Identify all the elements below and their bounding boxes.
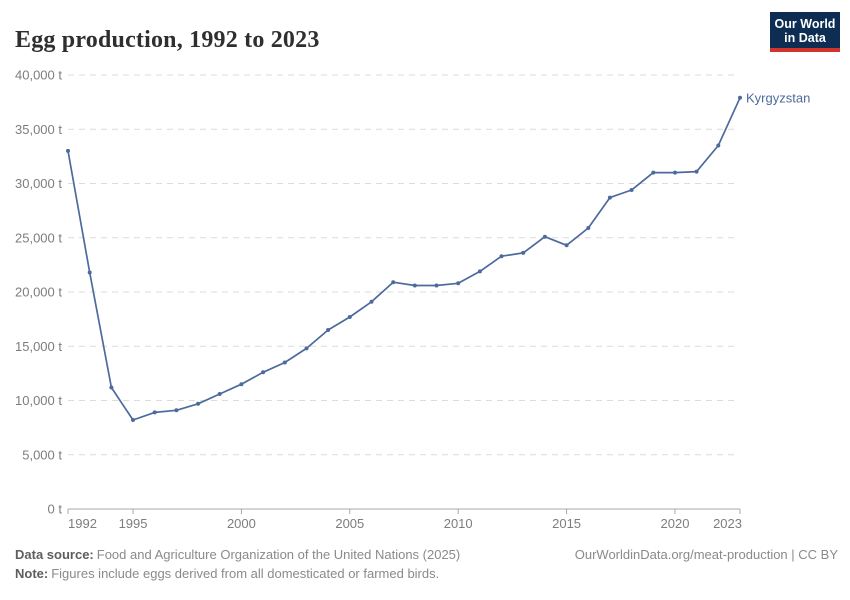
x-tick-label: 2020 <box>661 516 690 531</box>
note-label: Note: <box>15 566 49 581</box>
note-line: Note: Figures include eggs derived from a… <box>15 565 838 582</box>
data-point-2006[interactable] <box>369 299 374 304</box>
page-title: Egg production, 1992 to 2023 <box>15 27 320 54</box>
data-point-2014[interactable] <box>542 234 547 239</box>
footer-link[interactable]: OurWorldinData.org/meat-production | CC … <box>574 547 838 562</box>
data-point-2013[interactable] <box>521 250 526 255</box>
y-tick-label: 15,000 t <box>15 339 62 354</box>
owid-logo-line1: Our World <box>774 17 836 31</box>
data-point-2018[interactable] <box>629 188 634 192</box>
data-point-2000[interactable] <box>239 382 244 387</box>
x-tick-label: 2023 <box>713 516 742 531</box>
y-tick-label: 0 t <box>48 502 63 517</box>
y-tick-label: 25,000 t <box>15 230 62 245</box>
data-point-1999[interactable] <box>217 392 222 396</box>
data-source-line: Data source: Food and Agriculture Organiz… <box>15 546 460 563</box>
owid-logo-line2: in Data <box>784 31 826 45</box>
data-point-2004[interactable] <box>326 328 331 332</box>
data-point-2001[interactable] <box>261 370 266 375</box>
data-point-1996[interactable] <box>152 410 157 415</box>
data-point-1992[interactable] <box>66 148 70 153</box>
data-source-text: Food and Agriculture Organization of the… <box>96 547 461 562</box>
data-point-2023[interactable] <box>738 95 742 100</box>
data-point-2019[interactable] <box>651 170 656 175</box>
owid-logo[interactable]: Our World in Data <box>770 12 840 52</box>
data-point-2022[interactable] <box>716 143 721 148</box>
y-tick-label: 5,000 t <box>22 447 62 462</box>
y-tick-label: 30,000 t <box>15 176 62 191</box>
y-tick-label: 10,000 t <box>15 393 62 408</box>
data-source-label: Data source: <box>15 547 94 562</box>
data-point-2009[interactable] <box>434 283 439 288</box>
data-point-2020[interactable] <box>673 170 677 175</box>
data-point-2007[interactable] <box>391 280 396 285</box>
y-tick-label: 20,000 t <box>15 285 62 300</box>
x-tick-label: 2005 <box>335 516 364 531</box>
data-point-2010[interactable] <box>456 281 461 286</box>
y-tick-label: 40,000 t <box>15 68 62 83</box>
data-point-2002[interactable] <box>282 360 287 365</box>
data-point-1993[interactable] <box>87 270 92 275</box>
data-point-2008[interactable] <box>412 283 417 288</box>
line-chart-plot[interactable]: 0 t 5,000 t 10,000 t 15,000 t 20,000 t 25,000… <box>0 0 850 540</box>
x-tick-label: 1995 <box>119 516 148 531</box>
data-point-1994[interactable] <box>109 385 114 390</box>
data-point-1997[interactable] <box>174 408 179 413</box>
data-line-kyrgyzstan[interactable] <box>67 96 741 421</box>
data-point-2016[interactable] <box>586 226 591 230</box>
x-tick-label: 2010 <box>444 516 473 531</box>
series-label-kyrgyzstan[interactable]: Kyrgyzstan <box>746 90 810 105</box>
data-point-2015[interactable] <box>564 243 569 248</box>
data-point-2005[interactable] <box>347 315 352 319</box>
data-point-1998[interactable] <box>196 401 201 406</box>
x-tick-label: 1992 <box>68 516 97 531</box>
note-text: Figures include eggs derived from all do… <box>51 566 440 581</box>
data-point-2011[interactable] <box>477 269 482 274</box>
data-point-2012[interactable] <box>499 254 504 259</box>
y-tick-label: 35,000 t <box>15 122 62 137</box>
data-point-2021[interactable] <box>694 169 699 174</box>
x-tick-label: 2015 <box>552 516 581 531</box>
footer: Data source: Food and Agriculture Organiz… <box>15 546 838 582</box>
data-point-2017[interactable] <box>607 195 612 200</box>
data-point-2003[interactable] <box>304 346 309 351</box>
x-tick-label: 2000 <box>227 516 256 531</box>
data-point-1995[interactable] <box>131 418 135 422</box>
